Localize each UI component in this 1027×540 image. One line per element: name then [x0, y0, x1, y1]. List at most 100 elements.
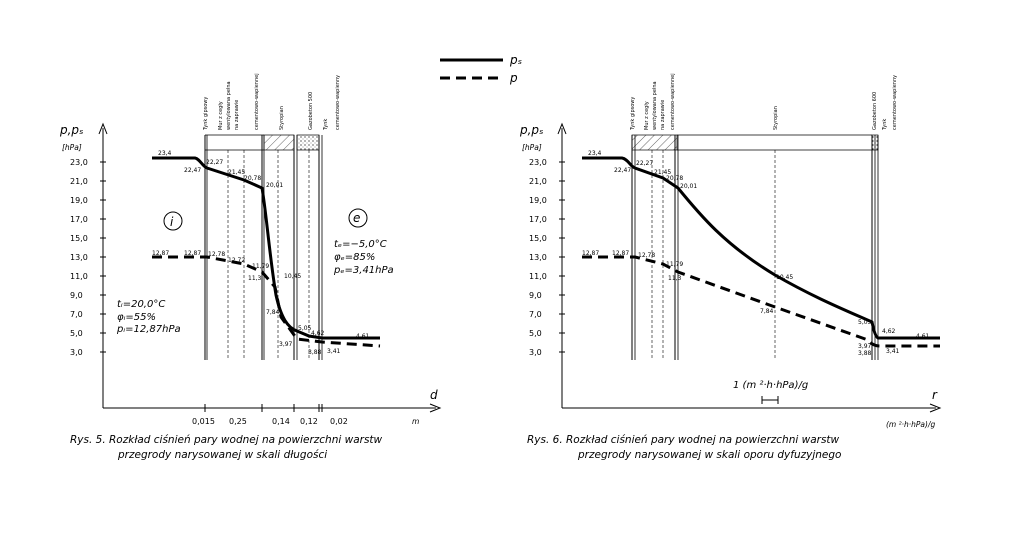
y-tick-label: 15,0: [70, 234, 88, 243]
x-tick-label: 0,02: [330, 417, 348, 426]
x-tick-label: 0,14: [272, 417, 290, 426]
y-tick-label: 7,0: [529, 310, 542, 319]
chart-1-x-title: d: [430, 388, 438, 402]
interior-condition: tᵢ=20,0°C: [117, 299, 165, 310]
chart-1-caption: przegrody narysowanej w skali długości: [117, 449, 327, 461]
layer-label: cementowo-wapienny: [892, 75, 898, 130]
point-label: 12,78: [208, 251, 225, 258]
y-tick-label: 17,0: [529, 215, 547, 224]
exterior-marker-label: e: [353, 211, 360, 225]
point-label: 3,97: [279, 341, 293, 348]
point-label: 21,45: [228, 169, 245, 176]
y-tick-label: 11,0: [529, 272, 547, 281]
layer-label: cementowo-wapiennej: [670, 73, 676, 130]
legend: pₛ p: [440, 53, 522, 85]
chart-1-y-unit: [hPa]: [62, 143, 82, 152]
y-tick-label: 19,0: [70, 196, 88, 205]
interior-condition: pᵢ=12,87hPa: [116, 324, 181, 335]
chart-1-x-thickness-labels: 0,015 0,25 0,14 0,12 0,02: [192, 404, 348, 426]
chart-2-x-arrow: [929, 403, 942, 413]
interior-marker-label: i: [170, 215, 174, 229]
point-label: 20,78: [244, 175, 261, 182]
chart-2-caption: Rys. 6. Rozkład ciśnień pary wodnej na p…: [527, 434, 840, 446]
point-label: 23,4: [588, 150, 602, 157]
point-label: 12,87: [582, 250, 599, 257]
point-label: 3,88: [858, 350, 872, 357]
layer-label: Gazobeton 600: [872, 92, 878, 130]
chart-2-x-unit: (m ²·h·hPa)/g: [886, 420, 935, 429]
chart-1-dots-top: [296, 134, 320, 151]
point-label: 12,87: [152, 250, 169, 257]
layer-label: cementowo-wapienny: [335, 75, 341, 130]
point-label: 3,41: [327, 348, 341, 355]
chart-1-layer-labels: Tynk gipsowy Mur z cegły wentylowana peł…: [203, 73, 341, 131]
point-label: 10,45: [776, 274, 793, 281]
chart-2-y-unit: [hPa]: [522, 143, 542, 152]
y-tick-label: 3,0: [70, 348, 83, 357]
point-label: 4,61: [916, 333, 930, 340]
chart-2-caption: przegrody narysowanej w skali oporu dyfu…: [577, 449, 841, 461]
chart-1-caption: Rys. 5. Rozkład ciśnień pary wodnej na p…: [70, 434, 383, 446]
layer-label: Tynk gipsowy: [630, 97, 636, 131]
point-label: 7,84: [266, 309, 280, 316]
y-tick-label: 7,0: [70, 310, 83, 319]
legend-label-p: p: [509, 71, 518, 85]
y-tick-label: 13,0: [70, 253, 88, 262]
chart-1-point-labels: 23,4 22,47 22,27 21,45 20,78 20,01 10,45…: [152, 150, 370, 356]
y-tick-label: 9,0: [529, 291, 542, 300]
point-label: 21,45: [654, 169, 671, 176]
chart-1-x-unit: m: [412, 417, 419, 426]
point-label: 5,05: [298, 325, 312, 332]
chart-2-p-line: [582, 255, 940, 348]
point-label: 11,3: [668, 275, 682, 282]
layer-label: Tynk: [882, 119, 888, 131]
layer-label: na zaprawie: [234, 100, 240, 130]
layer-label: na zaprawie: [660, 100, 666, 130]
chart-2-y-title: p,pₛ: [519, 123, 544, 137]
point-label: 4,61: [356, 333, 370, 340]
y-tick-label: 23,0: [70, 158, 88, 167]
point-label: 11,79: [252, 263, 269, 270]
layer-label: Tynk: [323, 119, 329, 131]
chart-2-point-labels: 23,4 22,47 22,27 21,45 20,78 20,01 10,45…: [582, 150, 930, 357]
chart-1-y-arrow: [98, 122, 108, 135]
point-label: 7,84: [760, 308, 774, 315]
y-tick-label: 19,0: [529, 196, 547, 205]
chart-1-hatch-top: [263, 134, 295, 151]
chart-1-x-arrow: [429, 403, 442, 413]
legend-label-ps: pₛ: [509, 53, 522, 67]
chart-1-y-ticks: 23,0 21,0 19,0 17,0 15,0 13,0 11,0 9,0 7,0 5,0 3,0: [70, 158, 106, 357]
y-tick-label: 5,0: [70, 329, 83, 338]
y-tick-label: 17,0: [70, 215, 88, 224]
chart-2-y-arrow: [557, 122, 567, 135]
point-label: 22,27: [636, 160, 653, 167]
exterior-marker: [348, 208, 368, 228]
chart-2-x-title: r: [932, 388, 938, 402]
x-tick-label: 0,25: [229, 417, 247, 426]
point-label: 22,27: [206, 159, 223, 166]
point-label: 11,3: [248, 275, 262, 282]
point-label: 4,62: [311, 330, 325, 337]
chart-1-wall: [204, 134, 323, 360]
layer-label: wentylowana pełna: [652, 81, 658, 130]
chart-2-ps-line: [582, 156, 940, 340]
y-tick-label: 15,0: [529, 234, 547, 243]
point-label: 12,87: [612, 250, 629, 257]
x-tick-label: 0,12: [300, 417, 318, 426]
y-tick-label: 23,0: [529, 158, 547, 167]
chart-2-wall: [631, 134, 879, 360]
y-tick-label: 13,0: [529, 253, 547, 262]
point-label: 5,05: [858, 319, 872, 326]
point-label: 3,97: [858, 343, 872, 350]
exterior-condition: pₑ=3,41hPa: [333, 265, 394, 276]
point-label: 12,87: [184, 250, 201, 257]
scale-bar-label: 1 (m ²·h·hPa)/g: [733, 380, 808, 391]
y-tick-label: 21,0: [70, 177, 88, 186]
chart-1-ps-line: [152, 156, 380, 340]
point-label: 22,47: [614, 167, 631, 174]
y-tick-label: 11,0: [70, 272, 88, 281]
point-label: 12,78: [638, 252, 655, 259]
point-label: 11,79: [666, 261, 683, 268]
y-tick-label: 5,0: [529, 329, 542, 338]
